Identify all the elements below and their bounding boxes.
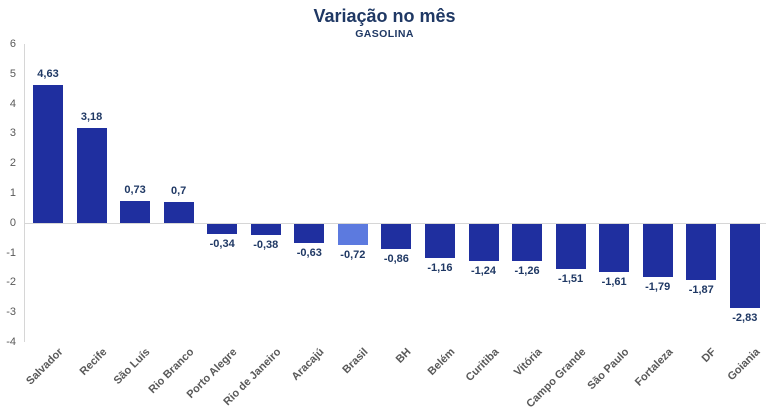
bar (512, 223, 543, 262)
bar (599, 223, 630, 272)
y-axis-tick-label: 1 (9, 187, 16, 199)
chart-subtitle: GASOLINA (355, 28, 414, 40)
bar (424, 223, 455, 259)
y-axis-tick-label: 4 (9, 97, 16, 110)
y-axis-tick-label: -2 (6, 276, 16, 289)
bar (120, 201, 151, 223)
bar (33, 84, 63, 223)
value-label: -1,26 (514, 265, 540, 278)
y-axis-tick-label: -4 (6, 336, 16, 348)
bar (294, 223, 325, 243)
value-label: -0,72 (340, 249, 366, 262)
value-label: -0,63 (296, 246, 322, 259)
y-axis-line (24, 44, 25, 342)
y-axis-tick-label: 2 (9, 157, 16, 170)
value-label: -0,34 (209, 237, 235, 250)
bar (207, 223, 238, 234)
y-axis-tick-label: 5 (9, 67, 16, 80)
y-axis-tick-label: -3 (6, 306, 16, 319)
value-label: -1,24 (470, 264, 497, 277)
bar (76, 128, 107, 223)
y-axis-tick-label: 0 (9, 216, 16, 229)
value-label: 0,7 (170, 184, 187, 197)
value-label: -1,61 (601, 275, 627, 288)
bar (642, 223, 673, 278)
bar (555, 223, 586, 269)
y-axis-tick-label: -1 (6, 246, 16, 259)
value-label: -1,87 (688, 283, 714, 296)
bar (381, 223, 412, 250)
y-axis-tick-label: 3 (9, 127, 16, 140)
bar (250, 223, 281, 236)
zero-line (24, 223, 766, 224)
bar-highlight (337, 223, 368, 246)
bar (163, 201, 194, 223)
value-label: 3,18 (80, 111, 103, 124)
bar (729, 223, 760, 309)
value-label: -1,16 (427, 262, 453, 275)
value-label: -2,83 (732, 312, 758, 325)
value-label: -0,38 (253, 239, 279, 252)
value-label: -0,86 (383, 253, 409, 266)
y-axis-tick-label: 6 (9, 38, 16, 50)
value-label: -1,51 (558, 272, 584, 285)
value-label: -1,79 (645, 281, 671, 294)
bar (686, 223, 717, 280)
value-label: 4,63 (37, 67, 59, 80)
chart-title: Variação no mês (313, 6, 456, 26)
value-label: 0,73 (124, 184, 146, 197)
bar (468, 223, 499, 261)
